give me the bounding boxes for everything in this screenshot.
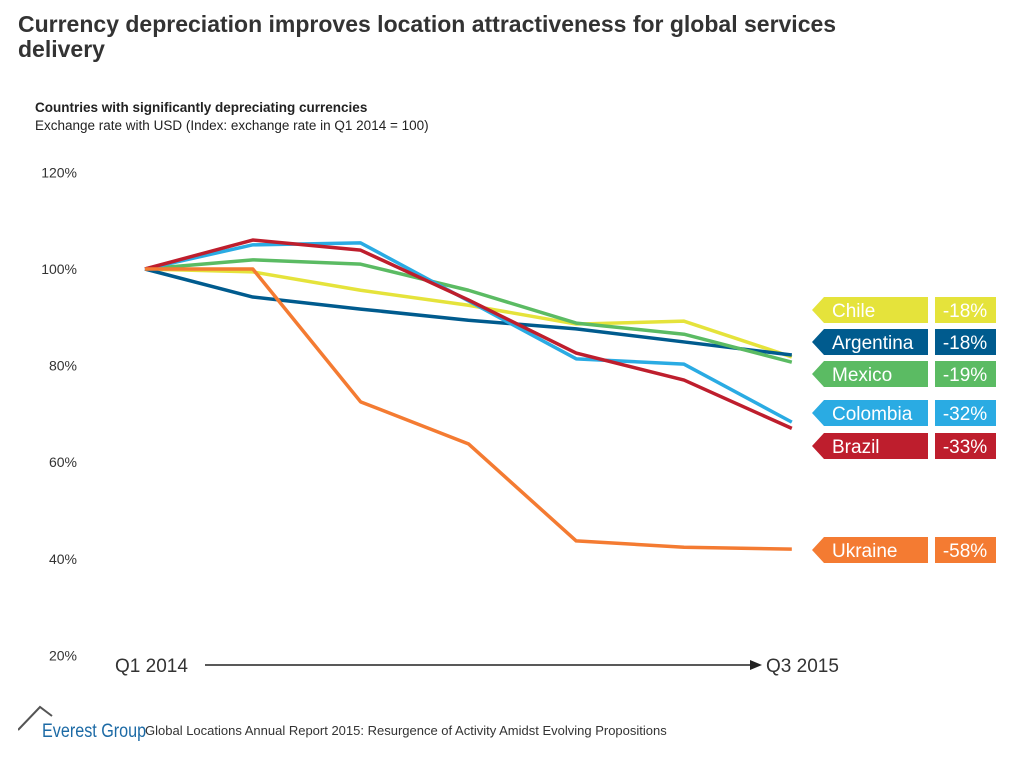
everest-logo-icon [18,705,53,731]
series-label-tag [812,400,928,426]
brand-logo: Everest Group [42,721,147,742]
change-badge [935,433,996,459]
y-tick-label: 40% [49,551,77,567]
y-tick-label: 120% [41,164,77,180]
chart-subtitle: Countries with significantly depreciatin… [35,100,368,115]
series-label: Brazil [832,437,880,458]
series-line-ukraine [145,267,792,551]
series-line-mexico [144,258,793,364]
change-value: -19% [943,365,987,386]
series-label-tag [812,537,928,563]
series-label: Colombia [832,404,913,425]
series-label-tag [812,297,928,323]
y-tick-label: 80% [49,358,77,374]
change-value: -58% [943,541,987,562]
change-badge [935,297,996,323]
change-badge [935,400,996,426]
series-label-tag [812,361,928,387]
series-line-argentina [144,267,793,357]
series-label-tag [812,433,928,459]
y-tick-label: 20% [49,647,77,663]
x-tick-label: Q1 2014 [115,656,188,677]
series-label: Ukraine [832,541,897,562]
y-tick-label: 100% [41,261,77,277]
change-badge [935,537,996,563]
series-label-tag [812,329,928,355]
change-value: -18% [943,301,987,322]
change-badge [935,361,996,387]
change-value: -32% [943,404,987,425]
change-value: -33% [943,437,987,458]
change-badge [935,329,996,355]
series-label: Chile [832,301,875,322]
report-title: Global Locations Annual Report 2015: Res… [145,723,667,738]
series-label: Argentina [832,333,914,354]
change-value: -18% [943,333,987,354]
x-tick-label: Q3 2015 [766,656,839,677]
series-label: Mexico [832,365,892,386]
chart-description: Exchange rate with USD (Index: exchange … [35,118,429,133]
page-title: Currency depreciation improves location … [18,11,837,62]
y-tick-label: 60% [49,454,77,470]
x-axis-arrowhead-icon [750,660,762,670]
